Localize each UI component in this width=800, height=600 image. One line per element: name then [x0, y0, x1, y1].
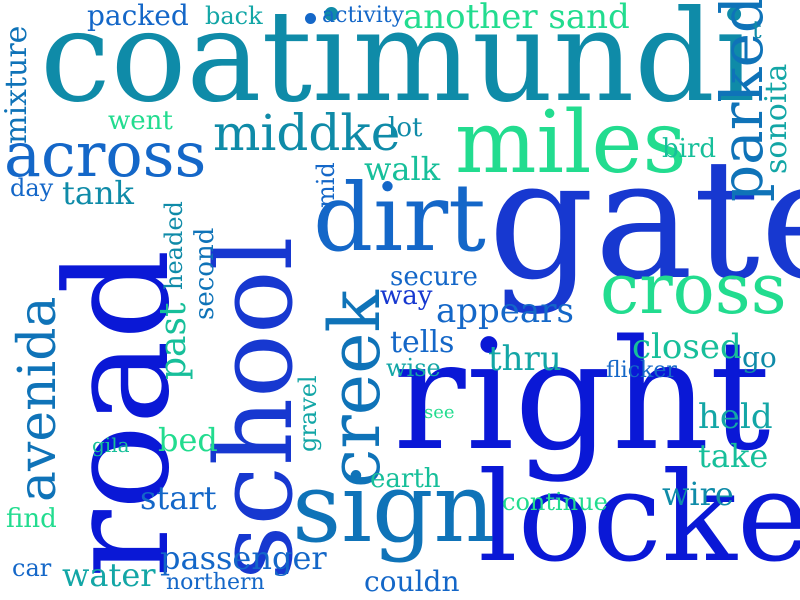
word-gate: gate: [488, 124, 800, 317]
word-passenger: passenger: [160, 539, 327, 577]
word-see: see: [424, 402, 455, 423]
word-lot: lot: [388, 113, 423, 143]
word-coatimundi: coatimundi: [40, 0, 756, 130]
word-closed: closed: [632, 327, 742, 367]
word-went: went: [108, 106, 173, 136]
word-continue: continue: [502, 488, 608, 516]
word-find: find: [6, 504, 57, 534]
word-headed: headed: [160, 201, 188, 290]
word-tank: tank: [62, 174, 134, 212]
word-appears: appears: [436, 291, 574, 331]
word-couldn: couldn: [364, 565, 460, 598]
word-mid: mid: [312, 162, 340, 208]
word-thru: thru: [488, 339, 562, 379]
word-gravel: gravel: [294, 375, 322, 452]
word-dirt: dirt: [313, 164, 486, 273]
word-bird: bird: [662, 134, 717, 164]
word-right: right: [393, 307, 771, 484]
word-second: second: [190, 227, 220, 320]
word-secure: secure: [390, 262, 478, 292]
word-northern: northern: [166, 570, 265, 595]
word-car: car: [12, 554, 52, 582]
word-cross: cross: [600, 248, 787, 330]
word-miles: miles: [455, 93, 687, 193]
word-avenida: avenida: [8, 296, 68, 502]
word-wire: wire: [662, 475, 734, 513]
word-day: day: [10, 174, 54, 202]
word-held: held: [698, 397, 773, 437]
word-earth: earth: [370, 464, 441, 494]
word-go: go: [742, 341, 777, 374]
word-flicker: flicker: [606, 358, 677, 383]
word-locked: locked: [478, 446, 800, 590]
word-another-sand: another sand: [403, 0, 630, 37]
word-wise: wise: [386, 354, 441, 382]
word-packed: packed: [87, 0, 189, 32]
word-road: road: [36, 249, 201, 578]
word-bed: bed: [158, 421, 218, 459]
word-tells: tells: [390, 325, 455, 360]
word-past: past: [153, 302, 194, 380]
dot-marker: [305, 13, 316, 24]
word-sign: sign: [292, 452, 496, 564]
word-take: take: [698, 437, 769, 475]
word-walk: walk: [364, 150, 441, 188]
word-across: across: [4, 118, 207, 191]
word-water: water: [62, 556, 156, 594]
word-way: way: [380, 281, 433, 311]
word-sonoita: sonoita: [759, 63, 794, 174]
word-mixture: mixture: [0, 25, 34, 144]
word-creek: creek: [314, 290, 396, 488]
word-middke: middke: [213, 104, 401, 162]
word-start: start: [140, 479, 217, 517]
word-t: t: [752, 16, 762, 44]
word-activity: activity: [322, 3, 405, 28]
word-back: back: [205, 2, 263, 30]
word-gila: gila: [92, 433, 130, 457]
